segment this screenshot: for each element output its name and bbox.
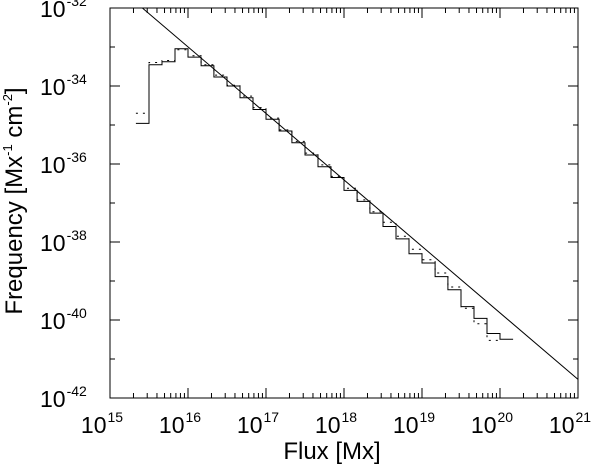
ticks-layer [109, 7, 579, 399]
x-tick-label: 1021 [549, 409, 591, 438]
x-tick-label: 1019 [393, 409, 435, 438]
y-axis-title-part: cm [1, 106, 28, 145]
y-axis-title-exponent: -2 [0, 94, 15, 106]
labels-layer: 1015 1016 1017 1018 1019 1020 1021 10-32 10-34 10… [40, 0, 591, 438]
y-tick-label: 10-38 [40, 227, 87, 256]
y-axis-title-part: Frequency [Mx [1, 156, 28, 315]
power-law-fit-line [142, 7, 579, 380]
x-tick-label: 1015 [81, 409, 123, 438]
dotted-histogram-series [135, 49, 500, 341]
x-tick-label: 1016 [159, 409, 201, 438]
x-tick-label: 1017 [237, 409, 279, 438]
y-axis-title: Frequency [Mx-1 cm-2] [0, 87, 28, 314]
x-tick-label: 1020 [471, 409, 513, 438]
x-tick-label: 1018 [315, 409, 357, 438]
y-tick-label: 10-32 [40, 0, 87, 22]
x-axis-title: Flux [Mx] [283, 438, 380, 465]
y-axis-title-part: ] [1, 87, 28, 94]
y-tick-label: 10-40 [40, 305, 87, 334]
y-axis-title-exponent: -1 [0, 144, 15, 156]
y-tick-label: 10-36 [40, 149, 87, 178]
series-layer [135, 7, 579, 380]
y-tick-label: 10-34 [40, 71, 87, 100]
solid-histogram-series [135, 48, 514, 340]
y-tick-label: 10-42 [40, 383, 87, 412]
